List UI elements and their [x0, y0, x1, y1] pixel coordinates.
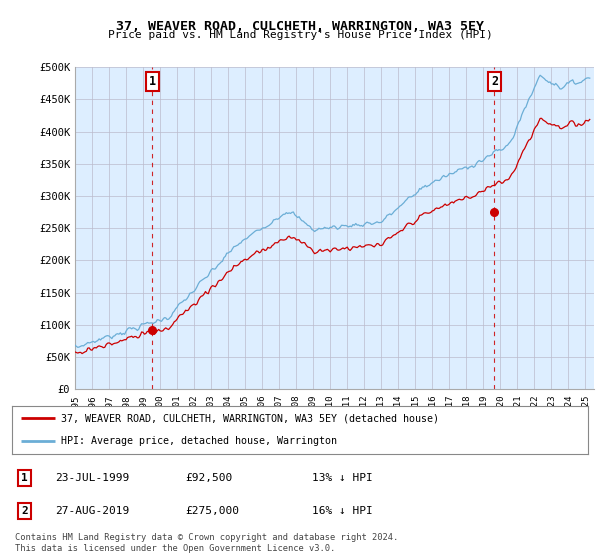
Text: Price paid vs. HM Land Registry's House Price Index (HPI): Price paid vs. HM Land Registry's House …	[107, 30, 493, 40]
Text: HPI: Average price, detached house, Warrington: HPI: Average price, detached house, Warr…	[61, 436, 337, 446]
Text: 2: 2	[491, 75, 498, 88]
Text: 27-AUG-2019: 27-AUG-2019	[55, 506, 130, 516]
Text: 2: 2	[21, 506, 28, 516]
Text: £92,500: £92,500	[185, 473, 232, 483]
Text: 1: 1	[21, 473, 28, 483]
Text: 13% ↓ HPI: 13% ↓ HPI	[311, 473, 372, 483]
Text: £275,000: £275,000	[185, 506, 239, 516]
Text: 37, WEAVER ROAD, CULCHETH, WARRINGTON, WA3 5EY (detached house): 37, WEAVER ROAD, CULCHETH, WARRINGTON, W…	[61, 413, 439, 423]
Text: 37, WEAVER ROAD, CULCHETH, WARRINGTON, WA3 5EY: 37, WEAVER ROAD, CULCHETH, WARRINGTON, W…	[116, 20, 484, 32]
Text: 1: 1	[149, 75, 156, 88]
Text: 16% ↓ HPI: 16% ↓ HPI	[311, 506, 372, 516]
Text: 23-JUL-1999: 23-JUL-1999	[55, 473, 130, 483]
Text: Contains HM Land Registry data © Crown copyright and database right 2024.
This d: Contains HM Land Registry data © Crown c…	[15, 533, 398, 553]
